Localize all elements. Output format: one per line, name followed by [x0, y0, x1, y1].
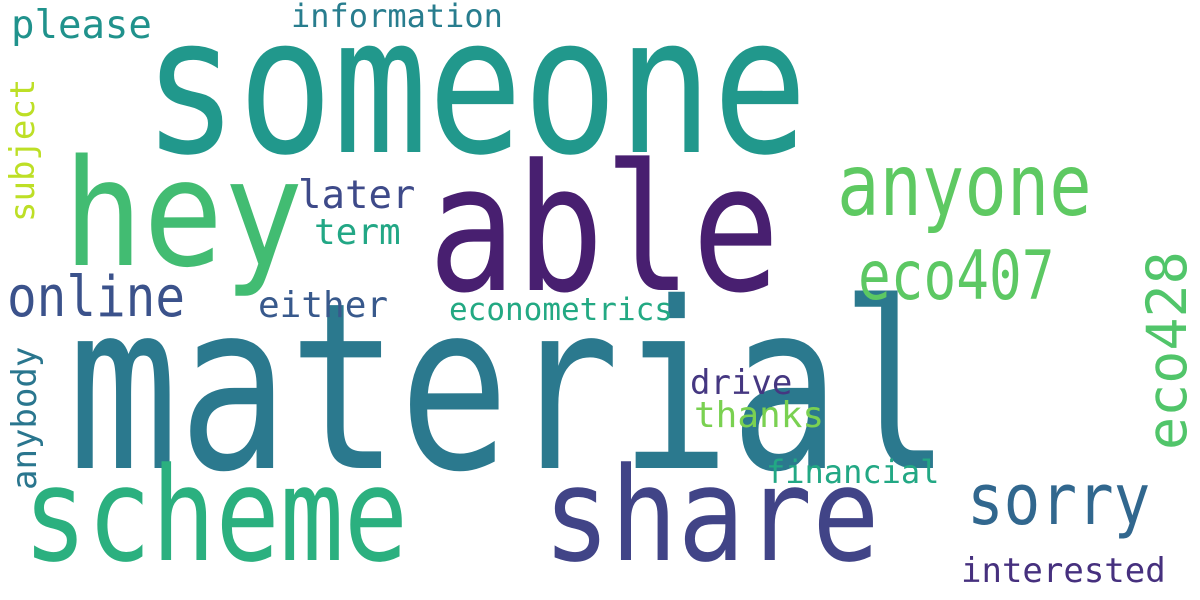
word-financial: financial	[766, 453, 940, 491]
word-interested: interested	[961, 551, 1166, 591]
word-drive: drive	[690, 363, 793, 403]
word-please: please	[11, 3, 152, 48]
word-able: able	[428, 127, 780, 332]
word-material: material	[68, 253, 951, 523]
word-eco428: eco428	[1135, 251, 1199, 450]
word-subject: subject	[3, 78, 43, 222]
word-someone: someone	[143, 0, 808, 197]
word-either: either	[258, 285, 389, 326]
word-share: share	[543, 439, 880, 591]
word-information: information	[291, 0, 503, 35]
word-eco407: eco407	[858, 237, 1055, 316]
word-later: later	[298, 173, 416, 218]
word-hey: hey	[63, 128, 304, 300]
word-anybody: anybody	[5, 346, 45, 490]
word-online: online	[7, 265, 186, 330]
word-econometrics: econometrics	[449, 292, 673, 328]
word-anyone: anyone	[837, 136, 1092, 236]
word-scheme: scheme	[23, 439, 409, 591]
word-term: term	[314, 212, 401, 253]
word-sorry: sorry	[967, 459, 1151, 541]
word-thanks: thanks	[694, 395, 825, 436]
